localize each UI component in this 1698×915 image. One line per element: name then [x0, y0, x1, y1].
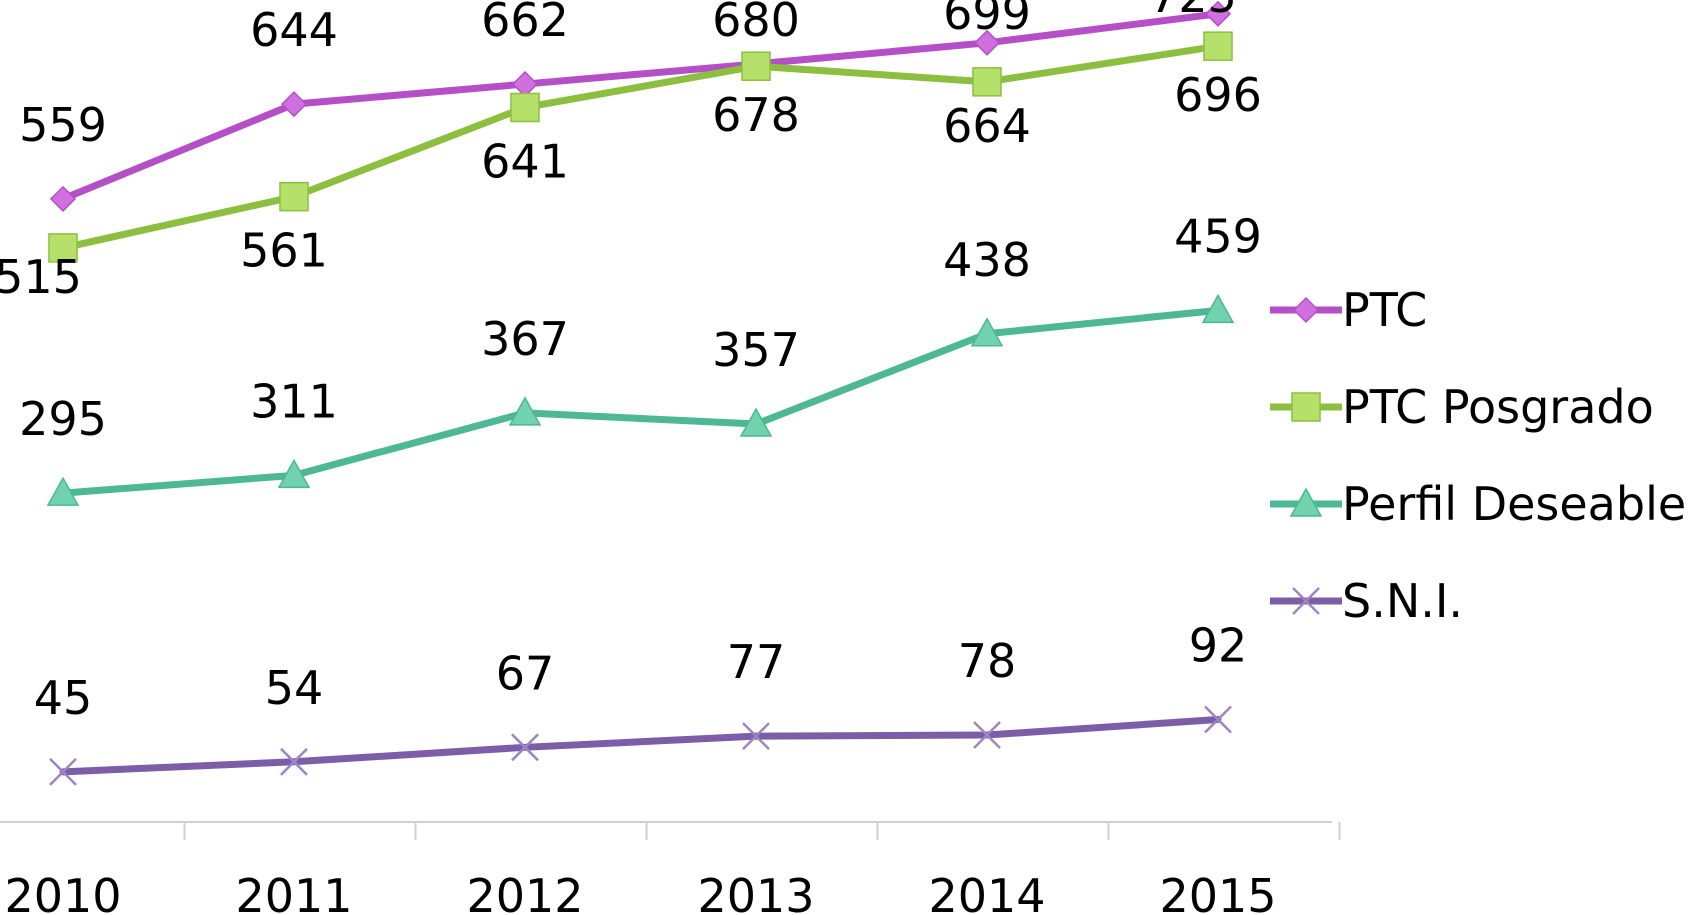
data-label: 678 [712, 88, 800, 142]
data-label: 641 [481, 134, 569, 188]
data-label: 78 [958, 634, 1017, 688]
data-point [280, 747, 308, 776]
legend-marker [1291, 392, 1321, 422]
data-point [49, 185, 77, 212]
data-point [1204, 705, 1232, 734]
data-point [508, 396, 542, 426]
data-label: 644 [250, 3, 338, 57]
data-point [970, 317, 1004, 347]
data-label: 515 [0, 250, 82, 304]
legend-item: Perfil Deseable [1270, 477, 1686, 531]
data-label: 45 [34, 671, 93, 725]
x-tick-label: 2013 [697, 869, 814, 915]
data-point [1204, 0, 1232, 27]
data-label: 696 [1174, 68, 1262, 122]
x-axis: 2010 2011 2012 2013 2014 2015 [0, 821, 1341, 915]
data-point [1203, 31, 1233, 61]
data-label: 311 [250, 374, 338, 428]
legend-item: PTC Posgrado [1270, 380, 1654, 434]
legend-item: PTC [1270, 283, 1427, 337]
data-point [277, 458, 311, 489]
data-point [511, 71, 539, 98]
x-tick-label: 2011 [235, 869, 352, 915]
series-line [59, 10, 1222, 203]
data-label: 559 [19, 98, 107, 152]
data-point [1201, 293, 1235, 324]
x-tick-label: 2014 [928, 869, 1045, 915]
legend-item: S.N.I. [1270, 574, 1463, 628]
series-3 [49, 705, 1232, 786]
data-point [279, 181, 309, 212]
plot-area [46, 0, 1235, 786]
data-label: 725 [1149, 0, 1237, 23]
data-point [48, 233, 78, 263]
legend-label: PTC [1342, 283, 1427, 337]
data-label: 367 [481, 312, 569, 366]
data-label: 459 [1174, 209, 1262, 263]
data-label: 54 [265, 661, 324, 715]
x-tick-label: 2012 [466, 869, 583, 915]
data-label: 92 [1189, 618, 1248, 672]
legend: PTC PTC Posgrado Perfil Deseable S.N.I. [1270, 283, 1686, 628]
data-point [973, 29, 1001, 56]
data-point [49, 757, 77, 786]
data-point [972, 67, 1002, 97]
data-point [741, 51, 771, 81]
data-label: 664 [943, 99, 1031, 153]
series-1 [48, 31, 1233, 263]
data-point [742, 722, 770, 751]
data-label: 561 [240, 224, 328, 278]
legend-marker [1289, 487, 1323, 517]
series-line [59, 42, 1222, 252]
legend-label: S.N.I. [1342, 574, 1463, 628]
data-label: 699 [943, 0, 1031, 40]
data-point [973, 721, 1001, 749]
series-line [59, 306, 1222, 497]
data-label: 680 [712, 0, 800, 47]
series-line [59, 715, 1222, 776]
data-label: 662 [481, 0, 569, 47]
data-label: 357 [712, 323, 800, 377]
series-0 [49, 0, 1232, 212]
data-label: 67 [496, 646, 555, 700]
data-point [46, 476, 80, 506]
legend-label: Perfil Deseable [1342, 477, 1686, 531]
x-tick-label: 2015 [1159, 869, 1276, 915]
data-labels: 559 644 662 680 699 725 515 561 641 678 664 696 295 3… [0, 0, 1262, 725]
data-point [511, 733, 539, 762]
legend-label: PTC Posgrado [1342, 380, 1654, 434]
data-point [510, 92, 540, 123]
series-2 [46, 293, 1235, 506]
data-point [739, 407, 773, 437]
legend-marker [1292, 296, 1320, 324]
data-label: 77 [727, 635, 786, 689]
data-label: 295 [19, 392, 107, 446]
data-label: 438 [943, 233, 1031, 287]
data-point [280, 91, 308, 118]
legend-marker [1292, 587, 1320, 615]
x-tick-label: 2010 [4, 869, 121, 915]
